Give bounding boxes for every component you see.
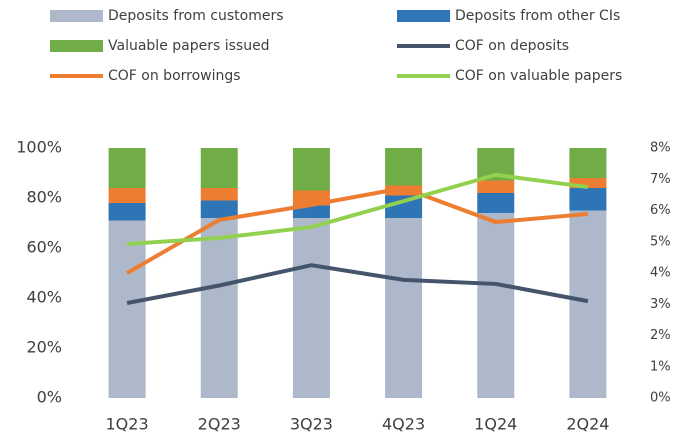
y-tick-label: 60% xyxy=(26,238,62,257)
bar-segment xyxy=(477,213,515,398)
y2-tick-label: 3% xyxy=(650,297,671,312)
y-tick-label: 40% xyxy=(26,288,62,307)
bar-segment xyxy=(569,178,607,188)
y2-tick-label: 8% xyxy=(650,141,671,156)
bar-segment xyxy=(200,188,238,201)
y-tick-label: 100% xyxy=(16,138,62,157)
x-tick-label: 1Q23 xyxy=(106,415,149,434)
bar-segment xyxy=(292,218,330,398)
x-tick-label: 4Q23 xyxy=(382,415,425,434)
legend-label: Deposits from customers xyxy=(108,8,284,24)
x-tick-label: 1Q24 xyxy=(474,415,517,434)
line xyxy=(126,263,589,305)
y2-tick-label: 4% xyxy=(650,266,671,281)
y2-tick-label: 2% xyxy=(650,328,671,343)
bar-segment xyxy=(385,195,423,218)
bar-segment xyxy=(200,148,238,188)
bar-segment xyxy=(477,180,515,193)
y2-tick-label: 5% xyxy=(650,234,671,249)
bar-segment xyxy=(385,148,423,186)
bar-segment xyxy=(292,148,330,191)
line xyxy=(126,172,589,246)
bar-segment xyxy=(200,200,238,218)
bar-segment xyxy=(385,218,423,398)
bar-segment xyxy=(200,218,238,398)
bar-segment xyxy=(108,220,146,398)
legend-swatch xyxy=(397,10,450,22)
legend-swatch xyxy=(50,10,103,22)
y-tick-label: 0% xyxy=(37,388,62,407)
legend-swatch xyxy=(50,40,103,52)
legend-label: COF on valuable papers xyxy=(455,68,622,84)
legend-label: COF on deposits xyxy=(455,38,569,54)
bar-segment xyxy=(292,205,330,218)
legend-label: COF on borrowings xyxy=(108,68,241,84)
y2-tick-label: 1% xyxy=(650,359,671,374)
y2-tick-label: 7% xyxy=(650,172,671,187)
bar-segment xyxy=(108,203,146,221)
bar-segment xyxy=(108,148,146,188)
x-tick-label: 3Q23 xyxy=(290,415,333,434)
x-tick-label: 2Q24 xyxy=(566,415,609,434)
x-tick-label: 2Q23 xyxy=(198,415,241,434)
bar-segment xyxy=(569,210,607,398)
y2-tick-label: 0% xyxy=(650,391,671,406)
line xyxy=(126,186,589,275)
bar-segment xyxy=(569,188,607,211)
y-tick-label: 80% xyxy=(26,188,62,207)
bar-segment xyxy=(108,188,146,203)
legend-label: Deposits from other CIs xyxy=(455,8,620,24)
bar-segment xyxy=(385,185,423,196)
bar-segment xyxy=(569,148,607,178)
y-tick-label: 20% xyxy=(26,338,62,357)
bar-segment xyxy=(477,193,515,213)
y2-tick-label: 6% xyxy=(650,203,671,218)
legend-label: Valuable papers issued xyxy=(108,38,270,54)
